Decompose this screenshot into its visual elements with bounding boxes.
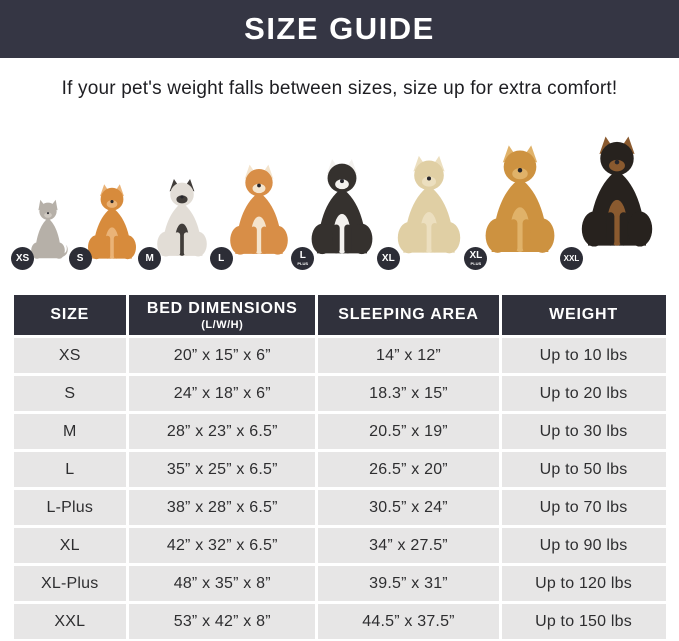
cell-weight: Up to 90 lbs xyxy=(501,528,666,563)
column-header-size: SIZE xyxy=(13,295,127,335)
cell-sleeping-area: 44.5” x 37.5” xyxy=(318,604,499,639)
cell-sleeping-area: 26.5” x 20” xyxy=(318,452,499,487)
cell-size: M xyxy=(13,414,127,449)
pet-cat-xs: XS xyxy=(11,192,72,270)
badge-label: XS xyxy=(15,252,30,264)
table-row-xxl: XXL 53” x 42” x 8” 44.5” x 37.5” Up to 1… xyxy=(13,604,666,639)
badge-label: XL xyxy=(469,250,483,261)
table-row-xl: XL 42” x 32” x 6.5” 34” x 27.5” Up to 90… xyxy=(13,528,666,563)
dog-illustration xyxy=(223,154,295,266)
cell-bed-dimensions: 20” x 15” x 6” xyxy=(129,338,316,373)
cell-size: S xyxy=(13,376,127,411)
table-row-s: S 24” x 18” x 6” 18.3” x 15” Up to 20 lb… xyxy=(13,376,666,411)
cell-sleeping-area: 18.3” x 15” xyxy=(318,376,499,411)
cell-sleeping-area: 20.5” x 19” xyxy=(318,414,499,449)
cell-weight: Up to 30 lbs xyxy=(501,414,666,449)
size-badge-m: M xyxy=(138,247,162,270)
subtitle-text: If your pet's weight falls between sizes… xyxy=(61,78,618,99)
cell-weight: Up to 120 lbs xyxy=(501,566,666,601)
size-badge-xxl: XXL xyxy=(559,247,583,270)
cell-size: XXL xyxy=(13,604,127,639)
cell-bed-dimensions: 28” x 23” x 6.5” xyxy=(129,414,316,449)
column-header-sleeping-area: SLEEPING AREA xyxy=(318,295,499,335)
dog-illustration xyxy=(390,144,468,266)
column-label: SIZE xyxy=(50,306,90,323)
column-label: WEIGHT xyxy=(549,306,618,323)
size-badge-xs: XS xyxy=(11,247,34,270)
dog-illustration xyxy=(477,133,563,266)
size-badge-l-plus: L PLUS xyxy=(291,247,315,270)
column-label: SLEEPING AREA xyxy=(338,306,479,323)
pet-golden-retriever-xl-plus: XL PLUS xyxy=(464,133,563,270)
cell-size: XL xyxy=(13,528,127,563)
column-header-weight: WEIGHT xyxy=(501,295,666,335)
size-badge-l: L xyxy=(209,247,233,270)
table-row-xl-plus: XL-Plus 48” x 35” x 8” 39.5” x 31” Up to… xyxy=(13,566,666,601)
cell-bed-dimensions: 48” x 35” x 8” xyxy=(129,566,316,601)
pet-size-illustrations: XS S M L xyxy=(0,120,679,292)
cell-bed-dimensions: 38” x 28” x 6.5” xyxy=(129,490,316,525)
badge-label: S xyxy=(76,252,84,264)
badge-label: XL xyxy=(381,252,395,264)
column-header-bed-dimensions: BED DIMENSIONS (L/W/H) xyxy=(129,295,316,335)
pet-french-bulldog-m: M xyxy=(138,170,213,270)
page-title: SIZE GUIDE xyxy=(244,11,435,46)
badge-label: M xyxy=(145,252,154,264)
size-chart-table: SIZE BED DIMENSIONS (L/W/H) SLEEPING ARE… xyxy=(11,292,669,641)
badge-sublabel: PLUS xyxy=(470,261,482,266)
badge-label: L xyxy=(299,250,306,261)
table-header-row: SIZE BED DIMENSIONS (L/W/H) SLEEPING ARE… xyxy=(13,295,666,335)
table-row-l: L 35” x 25” x 6.5” 26.5” x 20” Up to 50 … xyxy=(13,452,666,487)
cell-bed-dimensions: 53” x 42” x 8” xyxy=(129,604,316,639)
column-sublabel: (L/W/H) xyxy=(201,318,244,331)
table-row-xs: XS 20” x 15” x 6” 14” x 12” Up to 10 lbs xyxy=(13,338,666,373)
column-label: BED DIMENSIONS xyxy=(146,299,298,317)
dog-illustration xyxy=(151,170,213,266)
size-badge-xl-plus: XL PLUS xyxy=(464,247,488,270)
cell-size: L xyxy=(13,452,127,487)
cell-size: L-Plus xyxy=(13,490,127,525)
cell-weight: Up to 20 lbs xyxy=(501,376,666,411)
cell-weight: Up to 10 lbs xyxy=(501,338,666,373)
size-badge-s: S xyxy=(68,247,92,270)
size-badge-xl: XL xyxy=(376,247,400,270)
cell-weight: Up to 50 lbs xyxy=(501,452,666,487)
pet-shiba-inu-l: L xyxy=(209,154,295,270)
badge-sublabel: PLUS xyxy=(297,261,309,266)
cell-sleeping-area: 34” x 27.5” xyxy=(318,528,499,563)
dog-illustration xyxy=(573,118,661,266)
pet-doberman-xxl: XXL xyxy=(559,118,661,270)
cell-size: XL-Plus xyxy=(13,566,127,601)
header-bar: SIZE GUIDE xyxy=(0,0,679,58)
cell-weight: Up to 70 lbs xyxy=(501,490,666,525)
cell-bed-dimensions: 24” x 18” x 6” xyxy=(129,376,316,411)
pet-labrador-xl: XL xyxy=(376,144,468,270)
badge-label: L xyxy=(218,252,225,264)
dog-illustration xyxy=(304,148,380,266)
cell-sleeping-area: 14” x 12” xyxy=(318,338,499,373)
cell-sleeping-area: 30.5” x 24” xyxy=(318,490,499,525)
pet-pomeranian-s: S xyxy=(68,178,142,270)
table-row-m: M 28” x 23” x 6.5” 20.5” x 19” Up to 30 … xyxy=(13,414,666,449)
pet-border-collie-l-plus: L PLUS xyxy=(291,148,380,270)
cell-bed-dimensions: 35” x 25” x 6.5” xyxy=(129,452,316,487)
cell-bed-dimensions: 42” x 32” x 6.5” xyxy=(129,528,316,563)
table-row-l-plus: L-Plus 38” x 28” x 6.5” 30.5” x 24” Up t… xyxy=(13,490,666,525)
cell-size: XS xyxy=(13,338,127,373)
cell-weight: Up to 150 lbs xyxy=(501,604,666,639)
cell-sleeping-area: 39.5” x 31” xyxy=(318,566,499,601)
badge-label: XXL xyxy=(563,253,580,263)
